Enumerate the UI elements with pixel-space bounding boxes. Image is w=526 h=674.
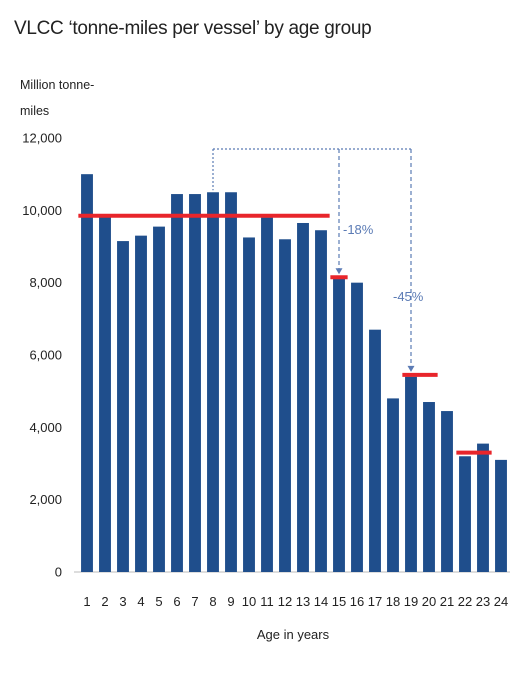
x-tick-label: 6 — [173, 594, 180, 609]
x-tick-label: 13 — [296, 594, 310, 609]
x-tick-label: 12 — [278, 594, 292, 609]
y-tick-label: 0 — [55, 565, 62, 580]
y-tick-label: 6,000 — [29, 348, 62, 363]
x-tick-label: 18 — [386, 594, 400, 609]
bar-5 — [153, 226, 165, 573]
bar-22 — [459, 456, 471, 572]
x-tick-label: 2 — [101, 594, 108, 609]
x-tick-label: 1 — [83, 594, 90, 609]
x-tick-label: 17 — [368, 594, 382, 609]
bar-4 — [135, 235, 147, 572]
x-tick-label: 14 — [314, 594, 328, 609]
x-tick-label: 16 — [350, 594, 364, 609]
x-tick-label: 20 — [422, 594, 436, 609]
x-tick-label: 19 — [404, 594, 418, 609]
bar-12 — [279, 239, 291, 572]
bar-21 — [441, 411, 453, 572]
x-tick-label: 9 — [227, 594, 234, 609]
bar-14 — [315, 230, 327, 573]
bar-23 — [477, 443, 489, 572]
bar-3 — [117, 241, 129, 572]
bar-7 — [189, 194, 201, 572]
chart-title: VLCC ‘tonne-miles per vessel’ by age gro… — [14, 18, 372, 39]
x-tick-label: 3 — [119, 594, 126, 609]
bar-6 — [171, 194, 183, 572]
annotation-label-1: -18% — [343, 222, 374, 237]
bar-1 — [81, 174, 93, 573]
x-tick-label: 4 — [137, 594, 144, 609]
bar-9 — [225, 192, 237, 572]
x-tick-label: 7 — [191, 594, 198, 609]
y-tick-label: 12,000 — [22, 131, 62, 146]
y-tick-label: 2,000 — [29, 492, 62, 507]
y-tick-label: 4,000 — [29, 420, 62, 435]
annotation-arrowhead-2 — [407, 365, 415, 372]
x-tick-label: 5 — [155, 594, 162, 609]
bar-19 — [405, 376, 417, 572]
bar-8 — [207, 192, 219, 572]
y-tick-label: 8,000 — [29, 275, 62, 290]
bar-17 — [369, 329, 381, 572]
x-tick-label: 21 — [440, 594, 454, 609]
annotation-arrowhead-1 — [335, 268, 343, 275]
bar-24 — [495, 459, 507, 572]
bar-16 — [351, 282, 363, 572]
y-tick-label: 10,000 — [22, 203, 62, 218]
bar-2 — [99, 215, 111, 572]
x-axis-label: Age in years — [256, 627, 330, 642]
x-tick-label: 11 — [260, 594, 274, 609]
x-tick-label: 23 — [476, 594, 490, 609]
bar-10 — [243, 237, 255, 572]
bar-20 — [423, 402, 435, 572]
annotation-label-2: -45% — [393, 289, 424, 304]
bar-11 — [261, 217, 273, 572]
bar-13 — [297, 222, 309, 573]
y-axis-label: Million tonne-miles — [20, 78, 95, 118]
bar-15 — [333, 277, 345, 572]
x-tick-label: 8 — [209, 594, 216, 609]
x-tick-label: 22 — [458, 594, 472, 609]
x-tick-label: 10 — [242, 594, 256, 609]
x-tick-label: 24 — [494, 594, 508, 609]
x-tick-label: 15 — [332, 594, 346, 609]
bar-18 — [387, 398, 399, 572]
